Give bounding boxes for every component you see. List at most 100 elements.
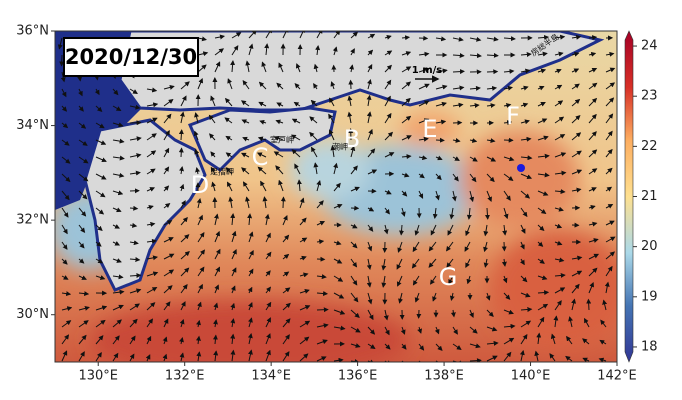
current-arrow: [484, 207, 490, 220]
current-arrow: [435, 101, 447, 107]
current-arrow: [248, 302, 253, 311]
current-arrow: [242, 79, 250, 90]
current-arrow: [396, 258, 403, 270]
current-arrow: [411, 258, 420, 269]
current-arrow: [146, 168, 156, 175]
current-arrow: [401, 115, 412, 124]
current-arrow: [257, 166, 267, 175]
current-arrow: [330, 81, 336, 90]
current-arrow: [61, 156, 71, 164]
current-arrow: [129, 288, 142, 294]
current-arrow: [197, 77, 204, 90]
current-arrow: [95, 258, 104, 264]
current-arrow: [605, 51, 615, 57]
current-arrow: [333, 275, 344, 282]
current-arrow: [129, 222, 138, 228]
current-arrow: [112, 274, 124, 280]
current-arrow: [309, 116, 318, 124]
current-arrow: [316, 221, 326, 226]
current-arrow: [486, 138, 496, 144]
current-arrow: [210, 166, 216, 175]
current-arrow: [282, 271, 290, 277]
current-arrow: [350, 343, 361, 348]
current-arrow: [196, 301, 202, 311]
current-arrow: [275, 165, 284, 175]
current-arrow: [400, 207, 406, 217]
current-arrow: [571, 270, 583, 277]
current-arrow: [179, 352, 185, 362]
current-arrow: [129, 273, 142, 278]
current-arrow: [503, 190, 511, 201]
current-arrow: [465, 258, 471, 268]
current-arrow: [146, 221, 156, 227]
current-arrow: [554, 287, 566, 294]
current-arrow: [112, 241, 121, 246]
current-arrow: [78, 351, 85, 362]
current-arrow: [384, 112, 392, 124]
current-arrow: [195, 167, 200, 175]
current-arrow: [178, 129, 184, 141]
current-arrow: [367, 206, 375, 212]
current-arrow: [196, 198, 202, 209]
current-arrow: [265, 301, 272, 311]
current-arrow: [78, 241, 85, 249]
current-arrow: [231, 230, 237, 243]
current-arrow: [571, 150, 582, 158]
current-arrow: [350, 326, 361, 333]
current-arrow: [384, 189, 392, 195]
current-arrow: [503, 120, 513, 126]
current-arrow: [553, 315, 559, 328]
current-arrow: [240, 100, 250, 107]
current-arrow: [194, 112, 199, 124]
current-arrow: [197, 214, 203, 226]
current-arrow: [78, 207, 87, 217]
current-arrow: [311, 146, 318, 158]
current-arrow: [401, 190, 408, 197]
current-arrow: [565, 355, 573, 362]
current-arrow: [588, 238, 599, 243]
current-arrow: [520, 173, 533, 180]
current-arrow: [554, 189, 566, 195]
current-arrow: [146, 287, 158, 294]
current-arrow: [446, 258, 454, 268]
current-arrow: [469, 138, 478, 143]
current-arrow: [486, 103, 496, 108]
current-arrow: [588, 97, 598, 107]
current-arrow: [537, 34, 550, 40]
current-arrow: [248, 231, 254, 243]
current-arrow: [333, 325, 346, 331]
current-arrow: [112, 207, 122, 213]
current-arrow: [316, 239, 325, 245]
current-arrow: [112, 88, 119, 96]
current-arrow: [61, 122, 69, 129]
current-arrow: [163, 269, 175, 277]
current-arrow: [417, 326, 423, 334]
current-arrow: [503, 292, 511, 300]
current-arrow: [299, 305, 311, 311]
current-arrow: [571, 283, 580, 294]
current-arrow: [418, 100, 430, 107]
current-arrow: [588, 187, 597, 192]
current-arrow: [316, 31, 323, 39]
current-arrow: [605, 167, 613, 175]
current-arrow: [350, 186, 360, 192]
current-arrow: [225, 135, 233, 141]
current-arrow: [212, 334, 218, 345]
current-arrow: [401, 81, 412, 90]
current-arrow: [366, 258, 372, 271]
current-arrow: [401, 172, 410, 178]
current-arrow: [197, 51, 209, 57]
current-arrow: [486, 309, 494, 318]
current-arrow: [367, 148, 376, 158]
current-arrow: [95, 224, 103, 231]
y-tick-label: 30°N: [16, 307, 49, 322]
current-arrow: [163, 85, 175, 90]
y-tick-label: 32°N: [16, 213, 49, 228]
current-arrow: [95, 105, 103, 112]
current-arrow: [469, 36, 482, 42]
current-arrow: [61, 173, 71, 183]
current-arrow: [282, 253, 290, 260]
current-arrow: [566, 335, 573, 345]
current-arrow: [265, 31, 273, 39]
current-arrow: [299, 320, 311, 328]
